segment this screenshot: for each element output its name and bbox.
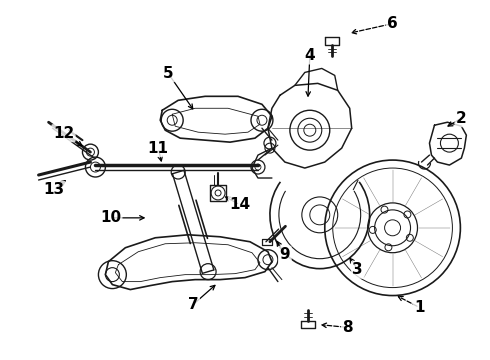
- Text: 11: 11: [148, 141, 169, 156]
- Text: 9: 9: [280, 247, 290, 262]
- Text: 4: 4: [304, 48, 315, 63]
- Text: 13: 13: [43, 183, 64, 198]
- Text: 1: 1: [414, 300, 425, 315]
- Text: 14: 14: [229, 197, 250, 212]
- Text: 10: 10: [100, 210, 121, 225]
- Text: 8: 8: [343, 320, 353, 335]
- Text: 2: 2: [456, 111, 467, 126]
- Text: 5: 5: [163, 66, 173, 81]
- Text: 12: 12: [53, 126, 74, 141]
- Text: 3: 3: [352, 262, 363, 277]
- Text: 7: 7: [188, 297, 198, 312]
- Text: 6: 6: [387, 16, 398, 31]
